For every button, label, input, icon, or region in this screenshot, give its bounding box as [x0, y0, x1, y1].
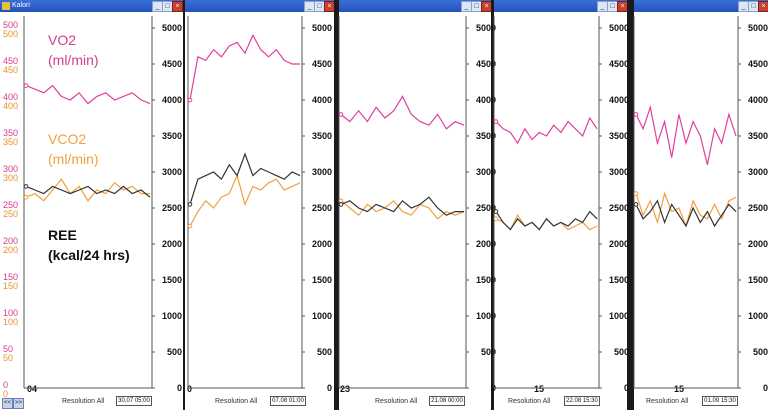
left-tick-vo2: 100 — [3, 308, 19, 318]
left-tick-vo2: 350 — [3, 128, 19, 138]
left-tick-vo2: 200 — [3, 236, 19, 246]
window-titlebar[interactable]: _ □ × — [339, 0, 491, 12]
window-titlebar[interactable]: _ □ × — [634, 0, 768, 12]
left-tick-vco2: 150 — [3, 281, 19, 291]
app-icon — [2, 2, 10, 10]
timestamp-field[interactable]: 21.08 00:00 — [429, 396, 465, 406]
resolution-label: Resolution All — [62, 398, 105, 405]
legend-vco2: VCO2 (ml/min) — [48, 131, 99, 167]
left-tick-vo2: 150 — [3, 272, 19, 282]
left-tick-vo2: 0 — [3, 380, 9, 390]
timestamp-field[interactable]: 07.08 01:00 — [270, 396, 306, 406]
chart-panel-1: Kalori _ □ × 500 500 450 450 400 400 350 350 300… — [0, 0, 183, 410]
left-tick-vo2: 250 — [3, 200, 19, 210]
close-icon[interactable]: × — [617, 1, 627, 12]
left-tick-vco2: 450 — [3, 65, 19, 75]
close-icon[interactable]: × — [758, 1, 768, 12]
left-tick-vco2: 400 — [3, 101, 19, 111]
x-axis-label: 15 — [534, 384, 545, 394]
left-tick-vco2: 100 — [3, 317, 19, 327]
x-axis-label: 23 — [340, 384, 351, 394]
left-tick-vco2: 50 — [3, 353, 14, 363]
chart-panel-2: _ □ × 0 Resolution All 07.08 01:00 — [185, 0, 334, 410]
left-tick-vco2: 500 — [3, 29, 19, 39]
window-titlebar[interactable]: _ □ × — [185, 0, 334, 12]
resolution-label: Resolution All — [508, 398, 551, 405]
left-tick-vo2: 400 — [3, 92, 19, 102]
resolution-label: Resolution All — [646, 398, 689, 405]
chart-panel-3: _ □ × 23 Resolution All 21.08 00:00 — [339, 0, 491, 410]
left-tick-vo2: 500 — [3, 20, 19, 30]
scroll-left-button[interactable]: << — [2, 398, 13, 409]
window-titlebar[interactable]: _ □ × — [494, 0, 627, 12]
chart-panel-4: _ □ × 15 Resolution All 22.08 15:30 — [494, 0, 627, 410]
left-tick-vco2: 350 — [3, 137, 19, 147]
left-tick-vco2: 200 — [3, 245, 19, 255]
window-title: Kalori — [12, 2, 30, 9]
legend-ree: REE (kcal/24 hrs) — [48, 227, 130, 263]
x-axis-label: 15 — [674, 384, 685, 394]
x-axis-label: 04 — [27, 384, 38, 394]
left-tick-vco2: 250 — [3, 209, 19, 219]
left-tick-vo2: 50 — [3, 344, 14, 354]
left-tick-vco2: 0 — [3, 389, 9, 399]
timestamp-field[interactable]: 01.09 15:30 — [702, 396, 738, 406]
chart-panel-5: _ □ × 15 Resolution All 01.09 15:30 — [634, 0, 768, 410]
timestamp-field[interactable]: 22.08 15:30 — [564, 396, 600, 406]
x-axis-label: 0 — [187, 384, 193, 394]
window-titlebar[interactable]: Kalori _ □ × — [0, 0, 183, 12]
legend-vo2: VO2 (ml/min) — [48, 32, 99, 68]
left-tick-vo2: 300 — [3, 164, 19, 174]
close-icon[interactable]: × — [172, 1, 183, 12]
left-tick-vco2: 300 — [3, 173, 19, 183]
scroll-right-button[interactable]: >> — [13, 398, 24, 409]
timestamp-field[interactable]: 30.07 05:00 — [116, 396, 152, 406]
resolution-label: Resolution All — [375, 398, 418, 405]
close-icon[interactable]: × — [481, 1, 491, 12]
close-icon[interactable]: × — [324, 1, 334, 12]
resolution-label: Resolution All — [215, 398, 258, 405]
left-tick-vo2: 450 — [3, 56, 19, 66]
